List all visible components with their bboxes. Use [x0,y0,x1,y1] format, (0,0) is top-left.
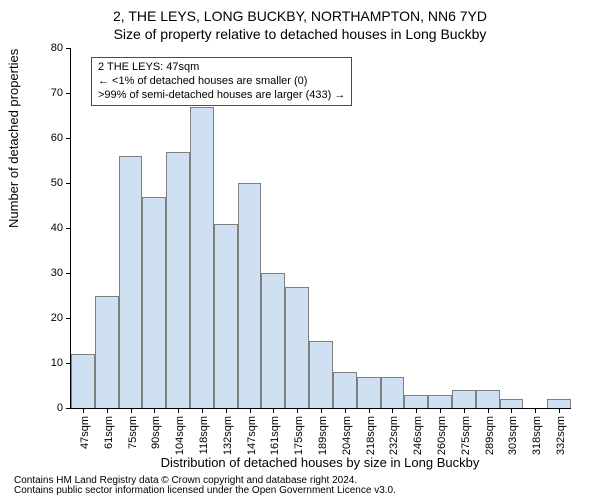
histogram-bar [190,107,214,409]
xtick-label: 75sqm [127,416,139,449]
xtick-label: 147sqm [246,416,258,455]
xtick-label: 161sqm [269,416,281,455]
chart-title-line2: Size of property relative to detached ho… [0,26,600,42]
ytick-label: 50 [33,177,63,189]
xtick-label: 132sqm [222,416,234,455]
xtick-mark [297,408,298,413]
histogram-bar [214,224,238,409]
ytick-label: 0 [33,402,63,414]
xtick-mark [226,408,227,413]
footer-line-2: Contains public sector information licen… [14,486,396,496]
xtick-mark [131,408,132,413]
x-axis-label: Distribution of detached houses by size … [70,455,570,470]
chart-container: 2, THE LEYS, LONG BUCKBY, NORTHAMPTON, N… [0,0,600,500]
xtick-mark [83,408,84,413]
chart-title-line1: 2, THE LEYS, LONG BUCKBY, NORTHAMPTON, N… [0,8,600,24]
ytick-mark [66,273,71,274]
ytick-label: 60 [33,132,63,144]
annotation-box: 2 THE LEYS: 47sqm← <1% of detached house… [91,57,352,106]
annotation-line: 2 THE LEYS: 47sqm [98,61,345,75]
y-axis-label: Number of detached properties [6,49,21,228]
xtick-label: 118sqm [198,416,210,454]
ytick-label: 80 [33,42,63,54]
histogram-bar [309,341,333,409]
xtick-label: 289sqm [484,416,496,455]
xtick-mark [273,408,274,413]
xtick-label: 189sqm [317,416,329,455]
xtick-label: 47sqm [79,416,91,449]
xtick-mark [535,408,536,413]
xtick-mark [369,408,370,413]
histogram-bar [357,377,381,409]
xtick-label: 175sqm [293,416,305,455]
xtick-mark [488,408,489,413]
histogram-bar [547,399,571,408]
xtick-mark [440,408,441,413]
histogram-bar [404,395,428,409]
xtick-label: 318sqm [531,416,543,455]
histogram-bar [71,354,95,408]
histogram-bar [476,390,500,408]
xtick-label: 218sqm [365,416,377,455]
ytick-mark [66,408,71,409]
ytick-label: 70 [33,87,63,99]
xtick-label: 332sqm [555,416,567,455]
annotation-line: ← <1% of detached houses are smaller (0) [98,75,345,89]
xtick-label: 232sqm [388,416,400,455]
footer-attribution: Contains HM Land Registry data © Crown c… [14,476,396,496]
histogram-bar [500,399,524,408]
plot-area: 0102030405060708047sqm61sqm75sqm90sqm104… [70,48,570,408]
xtick-label: 246sqm [412,416,424,455]
xtick-mark [154,408,155,413]
xtick-mark [416,408,417,413]
xtick-mark [202,408,203,413]
histogram-bar [452,390,476,408]
ytick-mark [66,138,71,139]
xtick-label: 204sqm [341,416,353,455]
histogram-bar [381,377,405,409]
histogram-bar [142,197,166,409]
xtick-mark [392,408,393,413]
xtick-mark [511,408,512,413]
xtick-label: 104sqm [174,416,186,455]
ytick-label: 40 [33,222,63,234]
histogram-bar [333,372,357,408]
ytick-label: 20 [33,312,63,324]
xtick-label: 303sqm [507,416,519,455]
ytick-label: 10 [33,357,63,369]
xtick-mark [250,408,251,413]
xtick-label: 275sqm [460,416,472,455]
xtick-label: 90sqm [150,416,162,449]
ytick-mark [66,228,71,229]
xtick-mark [559,408,560,413]
histogram-bar [285,287,309,409]
ytick-mark [66,318,71,319]
histogram-bar [261,273,285,408]
annotation-line: >99% of semi-detached houses are larger … [98,89,345,103]
histogram-bar [166,152,190,409]
histogram-bar [95,296,119,409]
xtick-label: 260sqm [436,416,448,455]
histogram-bar [119,156,143,408]
xtick-mark [321,408,322,413]
xtick-label: 61sqm [103,416,115,449]
ytick-mark [66,183,71,184]
plot-axes: 0102030405060708047sqm61sqm75sqm90sqm104… [70,48,571,409]
ytick-mark [66,93,71,94]
histogram-bar [428,395,452,409]
xtick-mark [107,408,108,413]
xtick-mark [464,408,465,413]
histogram-bar [238,183,262,408]
xtick-mark [345,408,346,413]
ytick-label: 30 [33,267,63,279]
ytick-mark [66,48,71,49]
xtick-mark [178,408,179,413]
